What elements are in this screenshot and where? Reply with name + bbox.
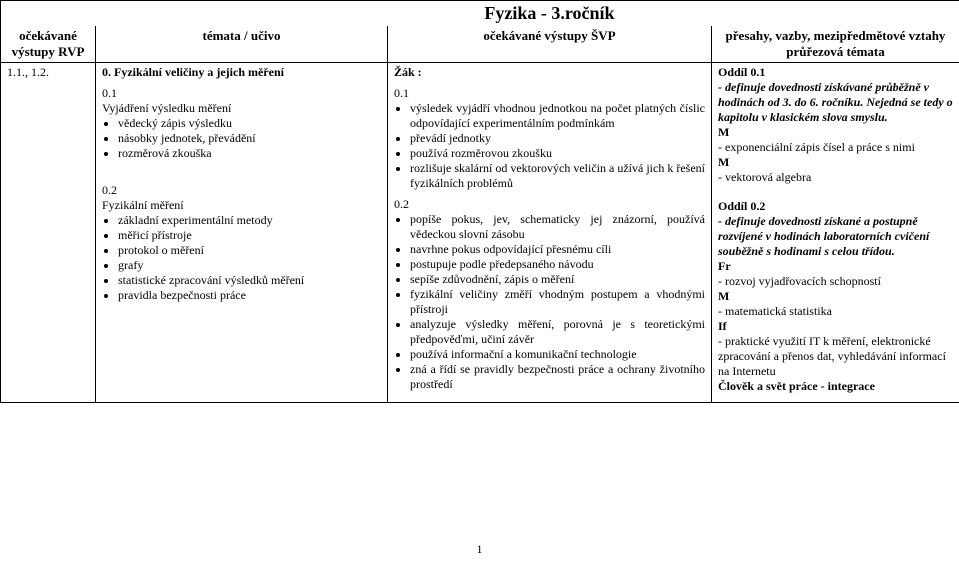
header-row: očekávané výstupy RVP témata / učivo oče… (1, 26, 959, 63)
title-empty-2 (96, 1, 388, 27)
header-col4: přesahy, vazby, mezipředmětové vztahy pr… (712, 26, 959, 63)
header-col2: témata / učivo (96, 26, 388, 63)
out-01-num: 0.1 (394, 86, 705, 101)
title-empty-4 (712, 1, 959, 27)
topic-01-num: 0.1 (102, 86, 381, 101)
topic-01-list: vědecký zápis výsledku násobky jednotek,… (118, 116, 381, 161)
list-item: měřicí přístroje (118, 228, 381, 243)
curriculum-table: Fyzika - 3.ročník očekávané výstupy RVP … (0, 0, 959, 403)
title-empty-1 (1, 1, 96, 27)
list-item: popíše pokus, jev, schematicky jej znázo… (410, 212, 705, 242)
oddil-02-last-text: Člověk a svět práce - integrace (718, 379, 875, 393)
list-item: pravidla bezpečnosti práce (118, 288, 381, 303)
list-item: grafy (118, 258, 381, 273)
header-col1: očekávané výstupy RVP (1, 26, 96, 63)
oddil-01-m2: M (718, 155, 953, 170)
out-02-list: popíše pokus, jev, schematicky jej znázo… (410, 212, 705, 392)
list-item: převádí jednotky (410, 131, 705, 146)
list-item: protokol o měření (118, 243, 381, 258)
out-01-list: výsledek vyjádří vhodnou jednotkou na po… (410, 101, 705, 191)
oddil-01-heading: Oddíl 0.1 (718, 65, 953, 80)
oddil-01-m1: M (718, 125, 953, 140)
oddil-02-if-line: - praktické využití IT k měření, elektro… (718, 334, 953, 379)
list-item: statistické zpracování výsledků měření (118, 273, 381, 288)
list-item: fyzikální veličiny změří vhodným postupe… (410, 287, 705, 317)
title-row: Fyzika - 3.ročník (1, 1, 959, 27)
oddil-01-def: - definuje dovednosti získávané průběžně… (718, 80, 953, 125)
oddil-02-heading: Oddíl 0.2 (718, 199, 953, 214)
list-item: používá informační a komunikační technol… (410, 347, 705, 362)
page-title: Fyzika - 3.ročník (388, 1, 712, 27)
list-item: používá rozměrovou zkoušku (410, 146, 705, 161)
list-item: rozlišuje skalární od vektorových veliči… (410, 161, 705, 191)
list-item: sepíše zdůvodnění, zápis o měření (410, 272, 705, 287)
topic-01-title: Vyjádření výsledku měření (102, 101, 381, 116)
oddil-02-last: Člověk a svět práce - integrace (718, 379, 953, 394)
page: Fyzika - 3.ročník očekávané výstupy RVP … (0, 0, 959, 561)
rvp-codes: 1.1., 1.2. (7, 65, 49, 79)
list-item: vědecký zápis výsledku (118, 116, 381, 131)
list-item: navrhne pokus odpovídající přesnému cíli (410, 242, 705, 257)
list-item: postupuje podle předepsaného návodu (410, 257, 705, 272)
oddil-01-m2-line: - vektorová algebra (718, 170, 953, 185)
page-number: 1 (0, 542, 959, 557)
cell-cross: Oddíl 0.1 - definuje dovednosti získávan… (712, 63, 959, 403)
topic-02-num: 0.2 (102, 183, 381, 198)
out-02-num: 0.2 (394, 197, 705, 212)
list-item: násobky jednotek, převádění (118, 131, 381, 146)
topic-02-title: Fyzikální měření (102, 198, 381, 213)
topic-02-list: základní experimentální metody měřicí př… (118, 213, 381, 303)
list-item: výsledek vyjádří vhodnou jednotkou na po… (410, 101, 705, 131)
oddil-02-def: - definuje dovednosti získané a postupně… (718, 214, 953, 259)
list-item: rozměrová zkouška (118, 146, 381, 161)
oddil-01-m1-line: - exponenciální zápis čísel a práce s ni… (718, 140, 953, 155)
zak-label: Žák : (394, 65, 422, 79)
list-item: analyzuje výsledky měření, porovná je s … (410, 317, 705, 347)
oddil-02-if: If (718, 319, 953, 334)
topics-row-title: 0. Fyzikální veličiny a jejich měření (102, 65, 284, 79)
oddil-02-fr: Fr (718, 259, 953, 274)
content-row: 1.1., 1.2. 0. Fyzikální veličiny a jejic… (1, 63, 959, 403)
list-item: zná a řídí se pravidly bezpečnosti práce… (410, 362, 705, 392)
cell-outputs: Žák : 0.1 výsledek vyjádří vhodnou jedno… (388, 63, 712, 403)
header-col3: očekávané výstupy ŠVP (388, 26, 712, 63)
list-item: základní experimentální metody (118, 213, 381, 228)
oddil-02-m: M (718, 289, 953, 304)
cell-topics: 0. Fyzikální veličiny a jejich měření 0.… (96, 63, 388, 403)
oddil-02-m-line: - matematická statistika (718, 304, 953, 319)
oddil-02-fr-line: - rozvoj vyjadřovacích schopností (718, 274, 953, 289)
cell-rvp: 1.1., 1.2. (1, 63, 96, 403)
